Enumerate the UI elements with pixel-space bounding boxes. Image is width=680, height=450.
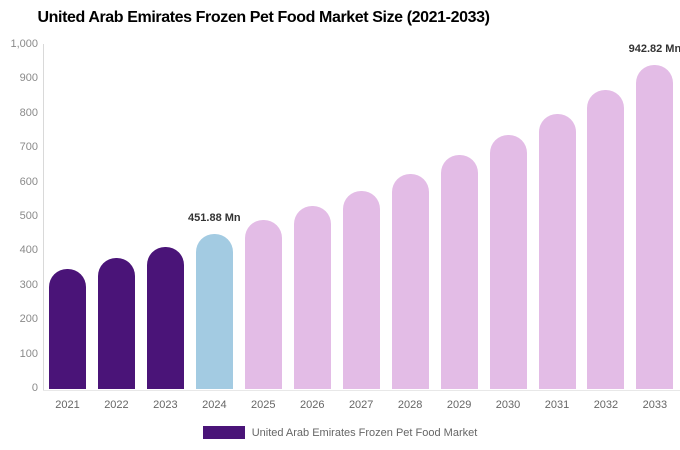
x-axis-label-2023: 2023 <box>153 399 178 411</box>
x-axis-label-2025: 2025 <box>251 399 276 411</box>
y-axis-tick-label: 300 <box>19 278 38 291</box>
x-axis-label-2032: 2032 <box>593 399 619 411</box>
bar-2031 <box>538 114 576 389</box>
x-axis-label-2030: 2030 <box>495 399 521 411</box>
x-axis-label-2029: 2029 <box>446 399 472 411</box>
x-axis-label-2033: 2033 <box>642 399 668 411</box>
legend-swatch <box>202 426 245 439</box>
bar-2025 <box>244 220 282 389</box>
y-axis-tick-label: 400 <box>19 244 38 257</box>
x-axis-label-2021: 2021 <box>55 399 80 411</box>
x-axis-label-2028: 2028 <box>397 399 423 411</box>
chart-title: United Arab Emirates Frozen Pet Food Mar… <box>37 9 490 26</box>
bar-2021 <box>49 269 86 389</box>
bar-2033 <box>636 65 674 389</box>
y-axis-tick-label: 500 <box>19 210 38 222</box>
y-axis-tick-label: 200 <box>19 313 38 326</box>
y-axis-tick-label: 700 <box>19 141 38 154</box>
data-label-2024: 451.88 Mn <box>188 212 241 224</box>
x-axis-label-2027: 2027 <box>348 399 374 411</box>
legend: United Arab Emirates Frozen Pet Food Mar… <box>0 426 680 439</box>
legend-label: United Arab Emirates Frozen Pet Food Mar… <box>251 426 478 439</box>
bar-2022 <box>97 258 135 389</box>
data-label-2033: 942.82 Mn <box>628 43 680 55</box>
y-axis-tick-label: 0 <box>31 382 38 394</box>
x-axis-label-2024: 2024 <box>202 399 227 411</box>
y-axis-tick-label: 900 <box>19 72 38 85</box>
bar-2027 <box>342 191 380 389</box>
bar-2026 <box>293 206 331 389</box>
bar-2032 <box>587 90 625 389</box>
x-axis-label-2026: 2026 <box>300 399 325 411</box>
bar-2030 <box>489 135 527 389</box>
y-axis-tick-label: 100 <box>19 347 38 360</box>
x-axis-label-2031: 2031 <box>544 399 570 411</box>
y-axis-line <box>43 44 44 390</box>
y-axis-tick-label: 1,000 <box>10 38 38 50</box>
bar-2023 <box>146 247 184 389</box>
x-axis-line <box>43 390 680 391</box>
x-axis-label-2022: 2022 <box>104 399 129 411</box>
y-axis-tick-label: 600 <box>19 175 38 188</box>
bar-2024 <box>195 234 233 389</box>
bar-2028 <box>391 174 429 389</box>
bar-2029 <box>440 155 478 389</box>
y-axis-tick-label: 800 <box>19 106 38 119</box>
